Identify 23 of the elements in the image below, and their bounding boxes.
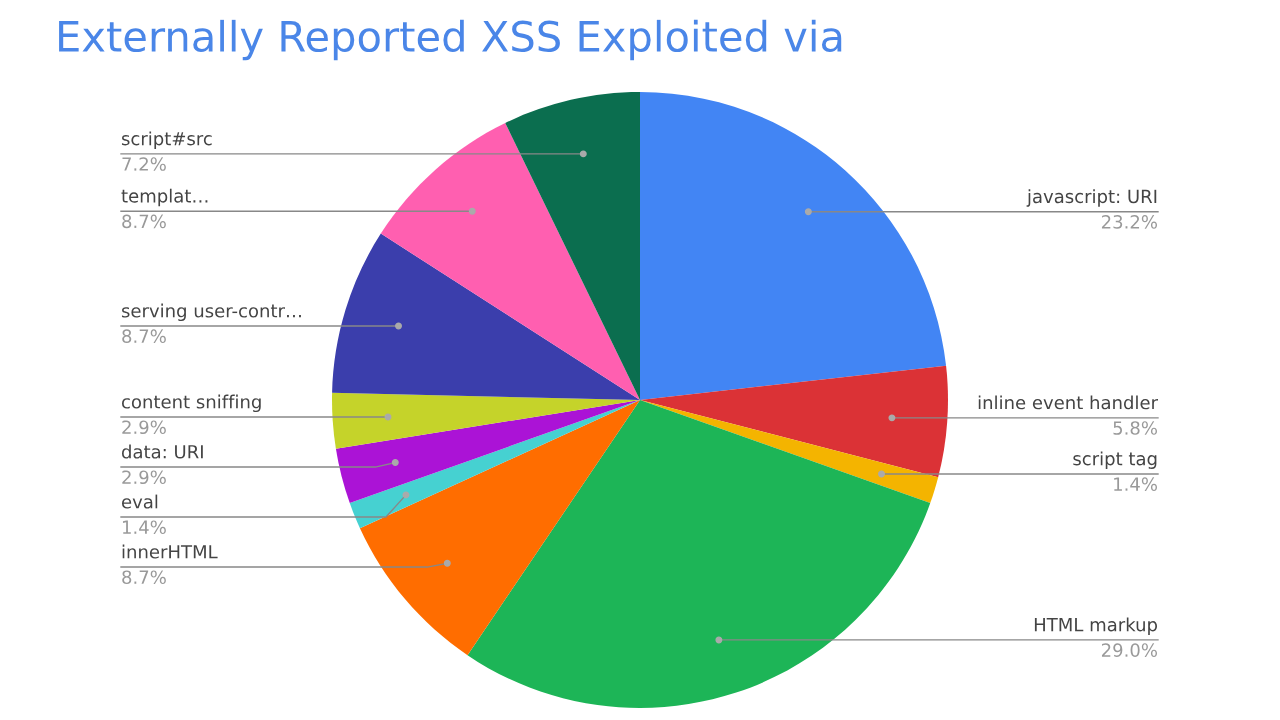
slice-label: templat…: [121, 188, 208, 207]
slice-label: serving user-contr…: [121, 303, 301, 322]
data-label: 8.7%: [122, 570, 166, 585]
slice-label: script tag: [1073, 451, 1157, 469]
data-label: 29.0%: [1101, 643, 1157, 657]
slice-label: innerHTML: [122, 544, 218, 559]
slice-label: data: URI: [122, 444, 203, 459]
data-label: 5.8%: [1113, 421, 1157, 435]
slice-label: eval: [122, 494, 158, 509]
data-label: 8.7%: [122, 214, 166, 229]
slice-label: script#src: [121, 131, 212, 149]
data-label: 2.9%: [122, 470, 166, 485]
slice-label: HTML markup: [1034, 617, 1158, 635]
data-label: 2.9%: [122, 420, 166, 435]
slice-label: javascript: URI: [1026, 189, 1157, 207]
data-label: 1.4%: [1114, 477, 1157, 491]
data-label: 8.7%: [122, 329, 166, 344]
chart-title: Externally Reported XSS Exploited via: [59, 19, 842, 61]
data-label: 23.2%: [1101, 215, 1157, 229]
slice-label: content sniffing: [122, 394, 261, 413]
data-label: 1.4%: [122, 520, 166, 535]
slice-label: inline event handler: [978, 395, 1158, 410]
data-label: 7.2%: [122, 157, 166, 171]
